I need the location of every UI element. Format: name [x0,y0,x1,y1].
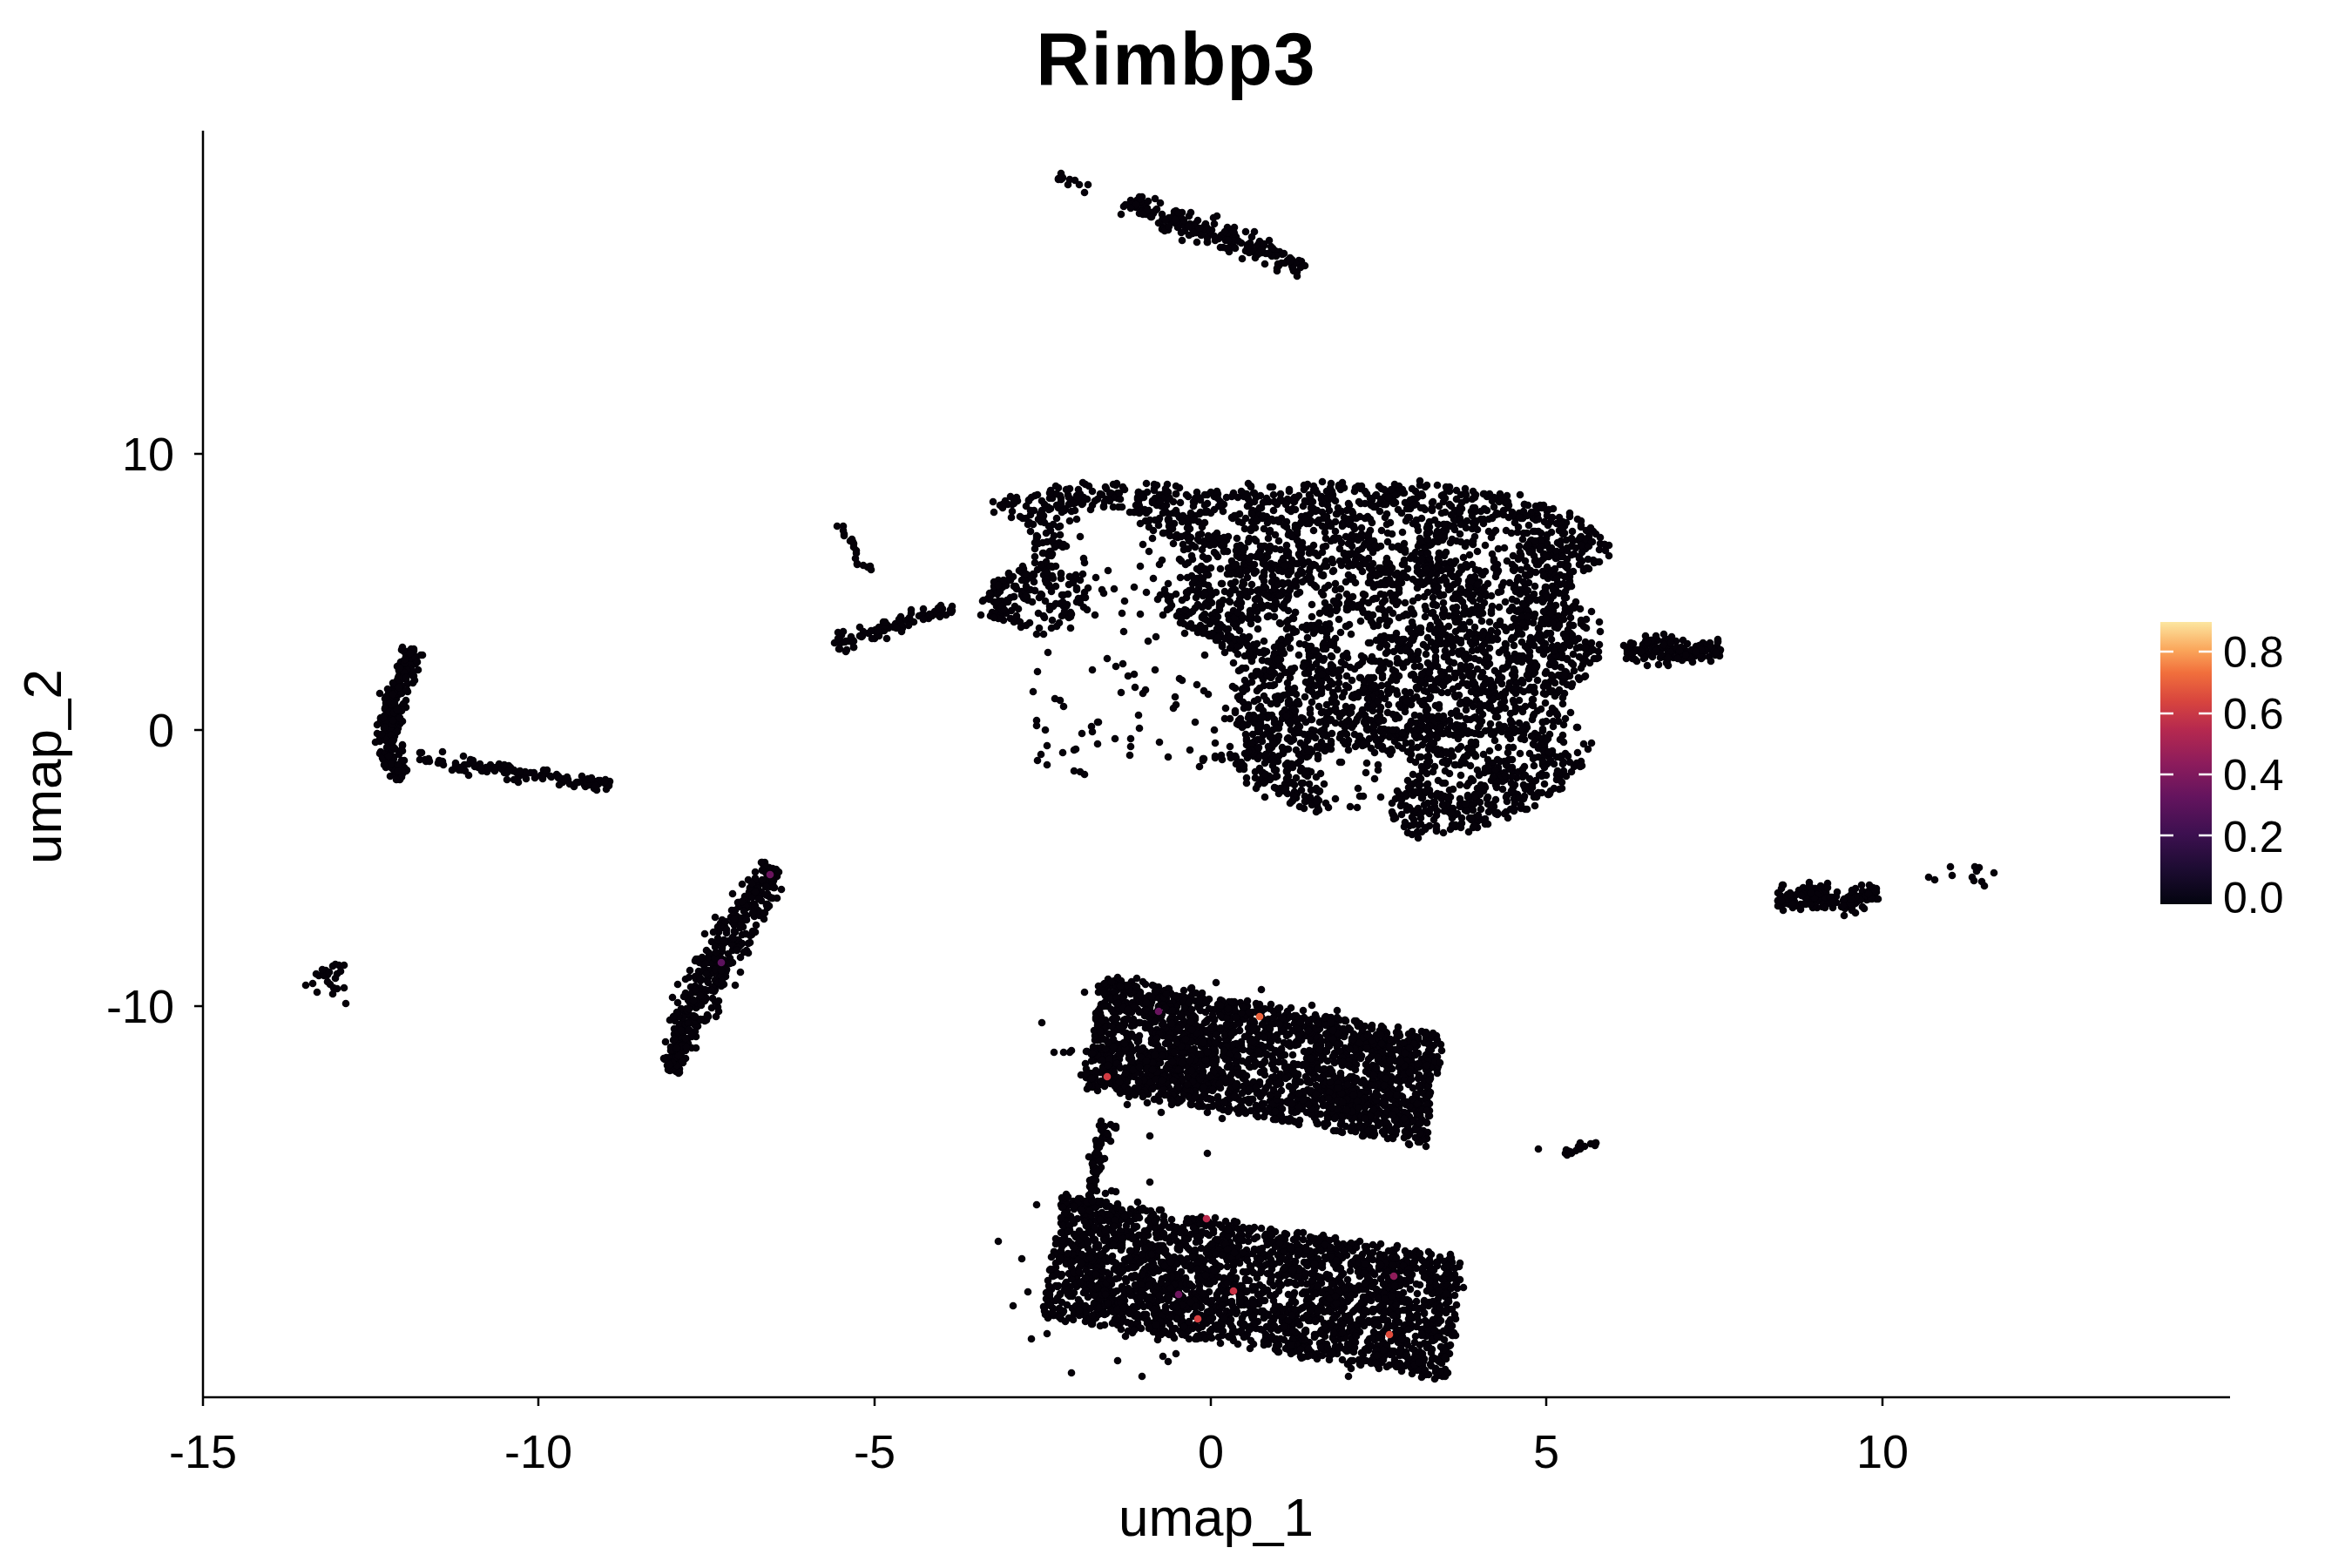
svg-text:-10: -10 [504,1425,572,1477]
svg-text:5: 5 [1533,1425,1559,1477]
svg-text:0.8: 0.8 [2223,628,2284,677]
svg-text:0.0: 0.0 [2223,874,2284,923]
svg-text:10: 10 [122,428,174,480]
svg-text:0: 0 [1198,1425,1224,1477]
svg-text:umap_1: umap_1 [1119,1487,1314,1547]
svg-text:0: 0 [148,704,174,756]
svg-text:umap_2: umap_2 [12,669,72,864]
svg-text:0.2: 0.2 [2223,813,2284,862]
svg-text:-10: -10 [106,980,174,1032]
svg-text:0.4: 0.4 [2223,751,2284,800]
svg-text:-5: -5 [854,1425,896,1477]
svg-text:-15: -15 [169,1425,237,1477]
svg-text:0.6: 0.6 [2223,690,2284,739]
svg-text:10: 10 [1856,1425,1909,1477]
